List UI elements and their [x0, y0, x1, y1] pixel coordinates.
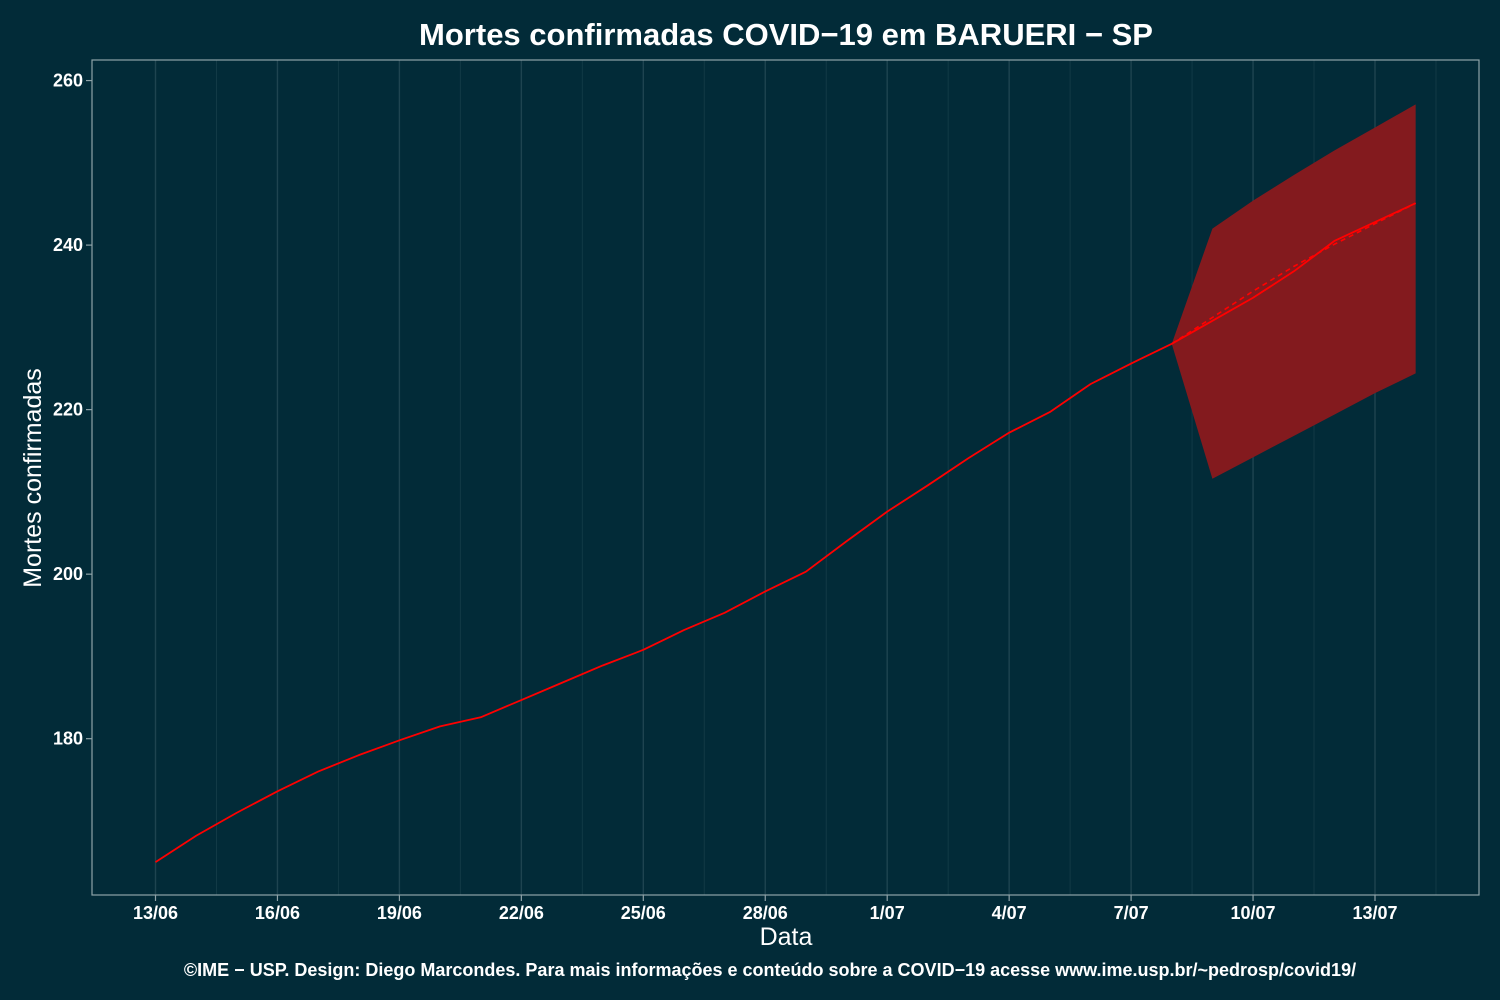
y-tick-label: 240: [53, 235, 83, 255]
y-axis-title: Mortes confirmadas: [19, 368, 47, 588]
caption: ©IME − USP. Design: Diego Marcondes. Par…: [184, 960, 1356, 980]
prediction-interval-band: [1171, 104, 1416, 479]
x-tick-label: 16/06: [255, 903, 300, 923]
y-tick-label: 200: [53, 564, 83, 584]
x-axis: 13/06 16/06 19/06 22/06 25/06 28/06 1/07 4/07 7/…: [133, 895, 1398, 923]
x-axis-title: Data: [760, 923, 813, 951]
x-tick-label: 22/06: [499, 903, 544, 923]
x-tick-label: 19/06: [377, 903, 422, 923]
x-tick-label: 25/06: [621, 903, 666, 923]
grid: [154, 60, 1437, 895]
confidence-band: [1171, 104, 1416, 479]
series-lines: [155, 202, 1417, 863]
x-tick-label: 4/07: [992, 903, 1027, 923]
x-tick-label: 28/06: [743, 903, 788, 923]
chart-title: Mortes confirmadas COVID−19 em BARUERI −…: [419, 17, 1153, 52]
y-axis: 180 200 220 240 260: [53, 71, 92, 749]
y-tick-label: 260: [53, 71, 83, 91]
x-tick-label: 13/06: [133, 903, 178, 923]
series-line-solid: [155, 202, 1417, 863]
x-tick-label: 10/07: [1231, 903, 1276, 923]
x-tick-label: 13/07: [1352, 903, 1397, 923]
x-tick-label: 1/07: [870, 903, 905, 923]
x-tick-label: 7/07: [1114, 903, 1149, 923]
y-tick-label: 180: [53, 729, 83, 749]
plot-panel-border: [91, 59, 1480, 896]
y-tick-label: 220: [53, 400, 83, 420]
